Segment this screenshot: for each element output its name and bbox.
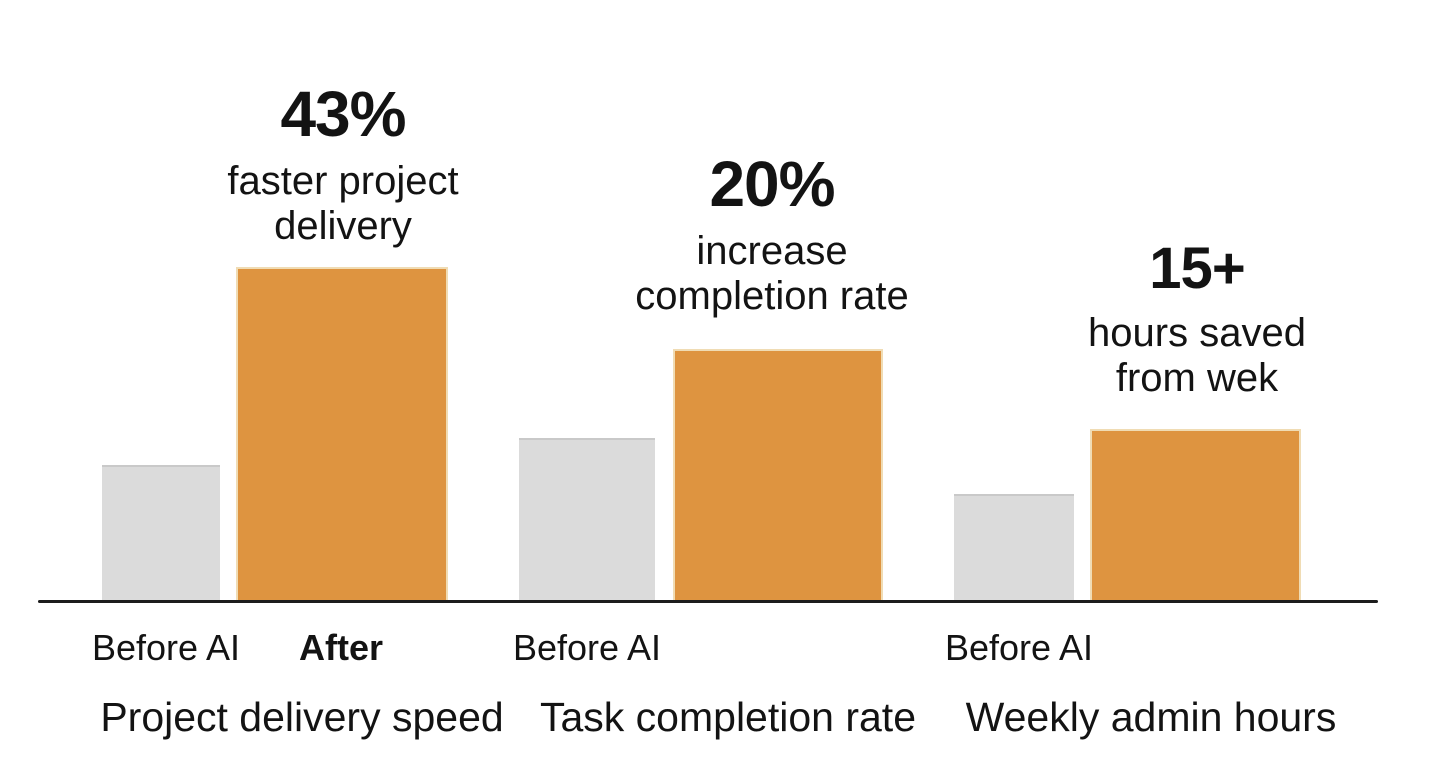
- category-label-task-completion: Task completion rate: [539, 694, 917, 740]
- annotation-value: 43%: [280, 78, 406, 150]
- annotation-value: 20%: [709, 148, 835, 220]
- bar-after-weekly-admin: [1090, 429, 1301, 602]
- annotation-value: 15+: [1149, 236, 1245, 301]
- bar-before-task-completion: [519, 438, 655, 602]
- tick-label-before-1: Before AI: [91, 627, 241, 668]
- bar-before-project-delivery: [102, 465, 220, 602]
- annotation-label: hours saved from wek: [1088, 311, 1306, 400]
- bar-after-task-completion: [673, 349, 883, 602]
- bar-after-project-delivery: [236, 267, 448, 602]
- annotation-completion-rate: 20% increase completion rate: [635, 152, 908, 319]
- tick-label-before-3: Before AI: [944, 627, 1094, 668]
- annotation-project-delivery: 43% faster project delivery: [227, 82, 458, 249]
- annotation-label: faster project delivery: [227, 159, 459, 248]
- annotation-label: increase completion rate: [635, 229, 909, 318]
- bar-before-weekly-admin: [954, 494, 1074, 602]
- category-label-project-delivery: Project delivery speed: [100, 694, 504, 740]
- category-label-weekly-admin: Weekly admin hours: [965, 694, 1337, 740]
- tick-label-before-2: Before AI: [512, 627, 662, 668]
- tick-label-after: After: [298, 627, 384, 668]
- annotation-hours-saved: 15+ hours saved from wek: [1088, 240, 1306, 401]
- x-axis-line: [38, 600, 1378, 603]
